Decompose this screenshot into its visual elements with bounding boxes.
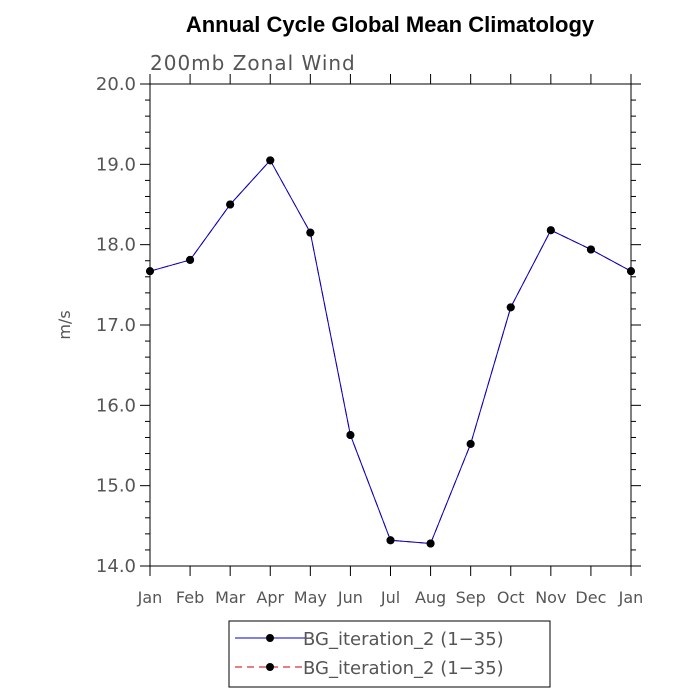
legend-marker-2 [266, 663, 274, 671]
y-tick-label: 16.0 [96, 395, 136, 416]
axis-ticks [140, 74, 641, 576]
data-point-2 [226, 200, 235, 209]
x-tick-label: Oct [497, 588, 525, 607]
x-tick-label: May [294, 588, 327, 607]
y-tick-label: 18.0 [96, 235, 136, 256]
y-tick-label: 20.0 [96, 74, 136, 95]
data-point-2 [506, 303, 515, 312]
data-point-2 [306, 228, 315, 237]
chart-subtitle: 200mb Zonal Wind [150, 51, 356, 75]
x-tick-label: Jun [337, 588, 363, 607]
data-point-2 [266, 156, 275, 165]
x-tick-label: Feb [176, 588, 204, 607]
series-layer [146, 156, 635, 548]
y-tick-label: 19.0 [96, 154, 136, 175]
legend-marker-1 [266, 634, 274, 642]
plot-frame [149, 83, 632, 567]
x-tick-label: Mar [215, 588, 246, 607]
x-tick-label: Jul [380, 588, 400, 607]
legend: BG_iteration_2 (1−35) BG_iteration_2 (1−… [228, 620, 551, 688]
x-tick-label: Aug [415, 588, 446, 607]
data-point-2 [627, 267, 635, 276]
tick-labels: 14.0 15.0 16.0 17.0 18.0 19.0 20.0 Jan Feb Mar Apr… [96, 74, 643, 607]
chart-title: Annual Cycle Global Mean Climatology [186, 12, 595, 37]
legend-box [228, 620, 551, 688]
y-tick-label: 14.0 [96, 556, 136, 577]
data-point-2 [346, 431, 355, 440]
data-point-2 [386, 536, 395, 545]
data-point-2 [186, 255, 195, 264]
data-point-2 [426, 539, 435, 548]
y-axis-label: m/s [55, 310, 74, 339]
y-tick-label: 15.0 [96, 476, 136, 497]
legend-label-1: BG_iteration_2 (1−35) [303, 629, 504, 650]
x-tick-label: Jan [137, 588, 163, 607]
x-tick-label: Jan [618, 588, 644, 607]
series-line-2 [149, 159, 632, 545]
x-tick-label: Nov [535, 588, 566, 607]
data-point-2 [586, 245, 595, 254]
x-tick-label: Dec [575, 588, 606, 607]
y-tick-label: 17.0 [96, 315, 136, 336]
series-line-1 [149, 159, 632, 545]
x-tick-label: Sep [456, 588, 486, 607]
data-point-2 [546, 226, 555, 235]
data-point-2 [466, 439, 475, 448]
data-point-2 [146, 267, 154, 276]
x-tick-label: Apr [256, 588, 284, 607]
legend-label-2: BG_iteration_2 (1−35) [303, 658, 504, 679]
